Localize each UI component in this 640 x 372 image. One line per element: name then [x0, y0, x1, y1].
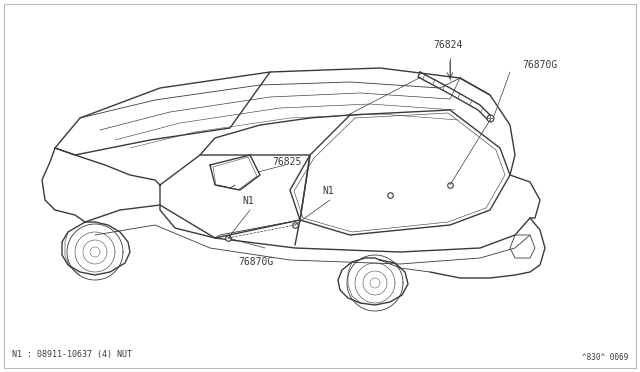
Text: 76825: 76825: [272, 157, 301, 167]
Text: N1 : 08911-10637 (4) NUT: N1 : 08911-10637 (4) NUT: [12, 350, 132, 359]
Text: 76870G: 76870G: [238, 257, 273, 267]
Text: ^830^ 0069: ^830^ 0069: [582, 353, 628, 362]
Text: 76824: 76824: [433, 40, 463, 50]
Text: 76870G: 76870G: [522, 60, 557, 70]
Text: N1: N1: [242, 196, 254, 206]
Text: N1: N1: [322, 186, 334, 196]
